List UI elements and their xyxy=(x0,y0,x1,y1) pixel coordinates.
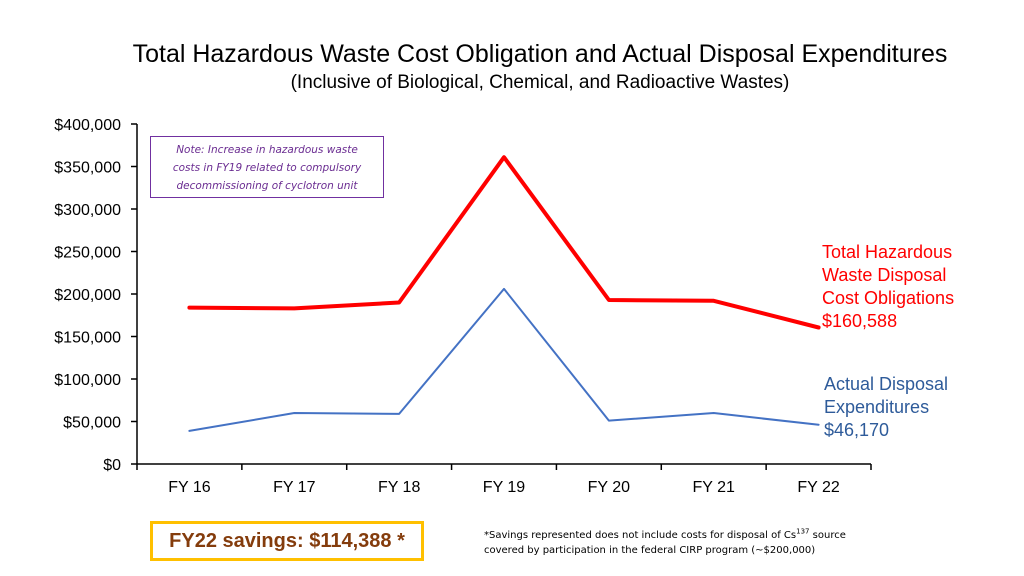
footnote-superscript: 137 xyxy=(796,527,810,536)
x-tick-label: FY 20 xyxy=(588,479,631,496)
footnote-line-1: *Savings represented does not include co… xyxy=(484,528,846,543)
series-label-line: Expenditures xyxy=(824,397,930,417)
y-tick-label: $300,000 xyxy=(54,202,121,219)
series-label-line: Waste Disposal xyxy=(822,265,947,285)
series-label-actual: Actual Disposal Expenditures $46,170 xyxy=(824,373,948,442)
x-tick-label: FY 18 xyxy=(378,479,421,496)
footnote-text: source xyxy=(809,530,846,541)
y-tick-label: $350,000 xyxy=(54,160,121,177)
y-tick-label: $100,000 xyxy=(54,372,121,389)
y-tick-label: $0 xyxy=(103,457,121,474)
x-tick-label: FY 22 xyxy=(797,479,840,496)
series-label-line: Actual Disposal xyxy=(824,374,949,394)
series-label-line: $46,170 xyxy=(824,420,890,440)
y-tick-label: $400,000 xyxy=(54,117,121,134)
footnote: *Savings represented does not include co… xyxy=(484,528,846,558)
savings-callout: FY22 savings: $114,388 * xyxy=(150,521,424,561)
y-tick-label: $50,000 xyxy=(63,415,121,432)
x-tick-label: FY 16 xyxy=(168,479,211,496)
chart-subtitle: (Inclusive of Biological, Chemical, and … xyxy=(290,72,790,93)
savings-text: FY22 savings: $114,388 * xyxy=(169,529,405,552)
y-tick-label: $200,000 xyxy=(54,287,121,304)
y-tick-label: $250,000 xyxy=(54,245,121,262)
x-tick-label: FY 17 xyxy=(273,479,316,496)
series-label-line: Cost Obligations xyxy=(822,288,955,308)
footnote-line-2: covered by participation in the federal … xyxy=(484,545,816,556)
chart-annotation-note: Note: Increase in hazardous waste costs … xyxy=(150,136,384,198)
series-label-line: Total Hazardous xyxy=(822,242,953,262)
note-line: decommissioning of cyclotron unit xyxy=(176,180,358,192)
series-label-total: Total Hazardous Waste Disposal Cost Obli… xyxy=(822,241,954,333)
y-tick-label: $150,000 xyxy=(54,330,121,347)
series-label-line: $160,588 xyxy=(822,311,898,331)
chart-title: Total Hazardous Waste Cost Obligation an… xyxy=(132,40,948,68)
x-tick-label: FY 19 xyxy=(483,479,526,496)
x-tick-label: FY 21 xyxy=(693,479,736,496)
note-line: costs in FY19 related to compulsory xyxy=(172,162,362,174)
footnote-text: *Savings represented does not include co… xyxy=(484,530,797,541)
note-line: Note: Increase in hazardous waste xyxy=(176,144,358,156)
